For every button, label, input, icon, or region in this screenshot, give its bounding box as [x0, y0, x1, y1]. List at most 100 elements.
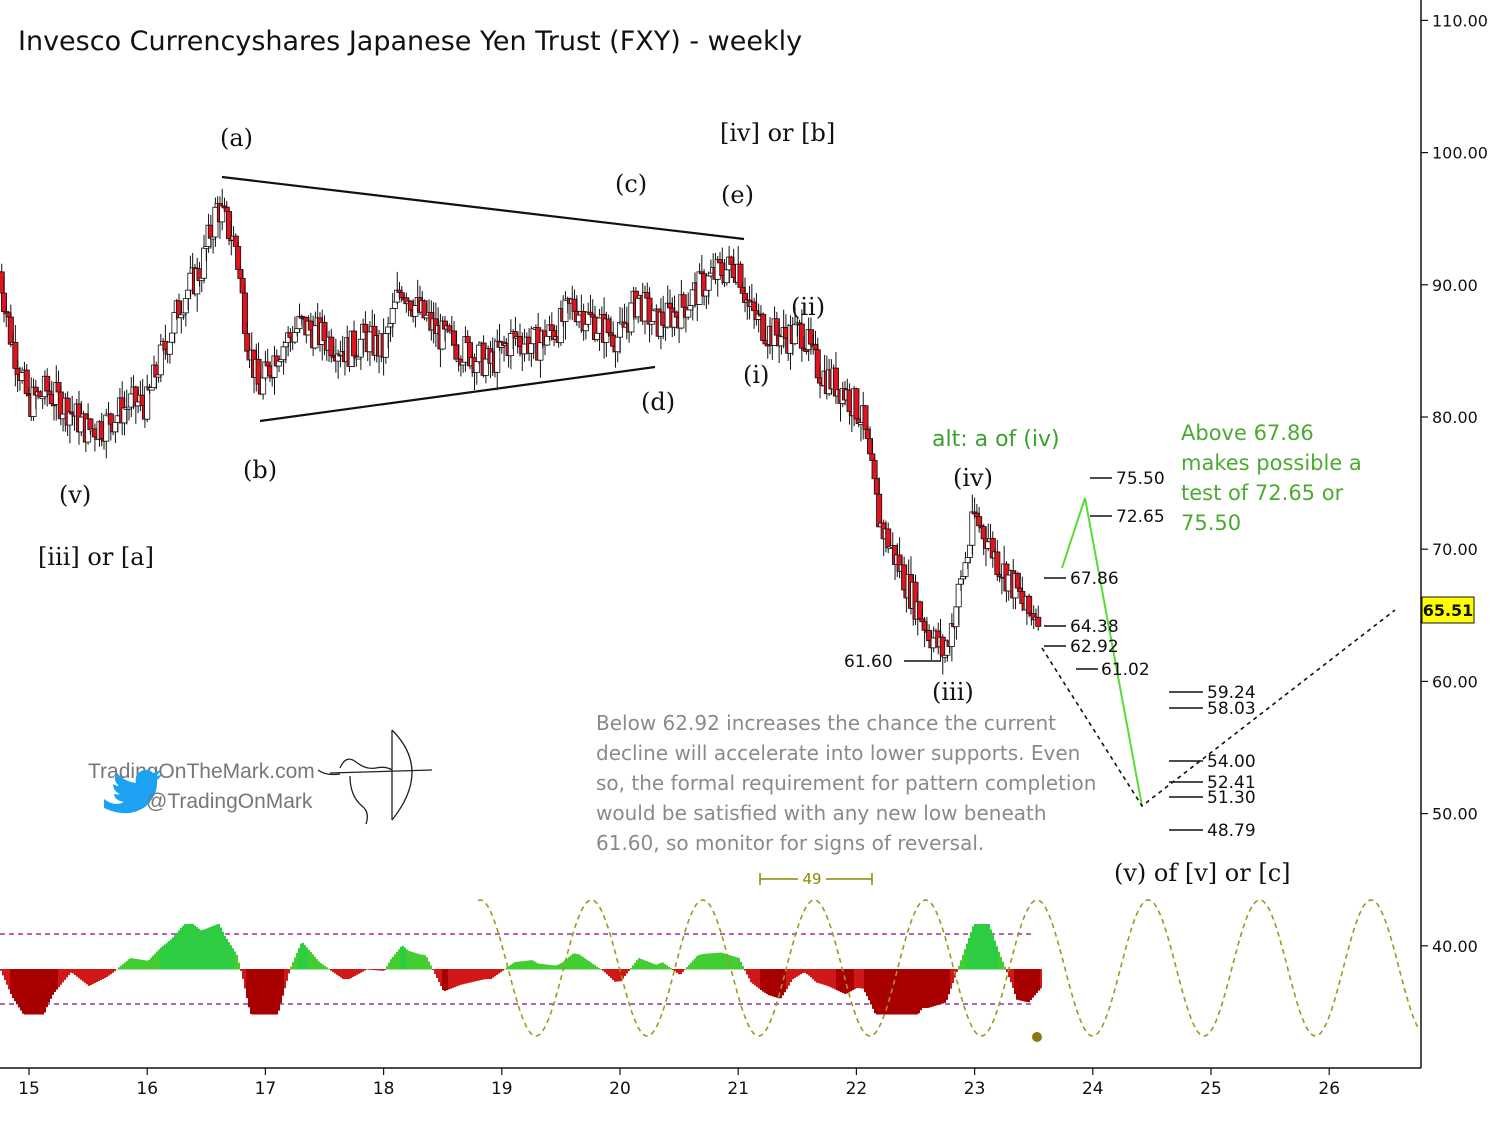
oscillator-bar: [484, 969, 486, 980]
oscillator-bar: [430, 965, 432, 970]
oscillator-bar: [400, 946, 402, 970]
oscillator-bar: [94, 969, 96, 984]
oscillator-bar: [552, 965, 554, 970]
oscillator-bar: [290, 966, 292, 970]
oscillator-bar: [42, 969, 44, 1015]
oscillator-bar: [146, 960, 148, 970]
oscillator-bar: [666, 965, 668, 970]
price-candles: [0, 188, 1042, 675]
oscillator-bar: [738, 957, 740, 970]
oscillator-bar: [362, 969, 364, 972]
oscillator-bar: [846, 969, 848, 994]
oscillator-bar: [24, 969, 26, 1015]
oscillator-bar: [994, 940, 996, 970]
oscillator-bar: [184, 924, 186, 970]
level-51-30: 51.30: [1207, 788, 1256, 808]
oscillator-bar: [1004, 966, 1006, 970]
oscillator-bar: [178, 930, 180, 970]
oscillator-bar: [960, 960, 962, 970]
oscillator-bar: [548, 964, 550, 970]
oscillator-bar: [796, 969, 798, 977]
oscillator-bar: [1030, 969, 1032, 1000]
oscillator-bar: [450, 969, 452, 989]
oscillator-bar: [70, 969, 72, 973]
oscillator-bar: [852, 969, 854, 991]
oscillator-bar: [60, 969, 62, 985]
grey-note-line-2: decline will accelerate into lower suppo…: [596, 741, 1080, 765]
oscillator-bar: [342, 969, 344, 979]
oscillator-bar: [226, 939, 228, 970]
oscillator-bar: [856, 969, 858, 989]
oscillator-bar: [586, 959, 588, 970]
oscillator-bar: [296, 952, 298, 970]
oscillator-bar: [618, 969, 620, 982]
y-tick-label: 90.00: [1432, 276, 1478, 295]
oscillator-bar: [8, 969, 10, 990]
wave-label-e: (e): [721, 181, 754, 209]
oscillator-bar: [986, 924, 988, 970]
oscillator-bar: [582, 956, 584, 970]
oscillator-bar: [96, 969, 98, 983]
oscillator-bar: [734, 956, 736, 970]
oscillator-bar: [844, 969, 846, 994]
oscillator-bar: [200, 930, 202, 970]
oscillator-bar: [746, 969, 748, 975]
oscillator-bar: [578, 954, 580, 970]
oscillator-bar: [896, 969, 898, 1015]
oscillator-bar: [862, 969, 864, 989]
oscillator-bar: [494, 969, 496, 977]
oscillator-bar: [550, 964, 552, 970]
oscillator-histogram: [0, 924, 1042, 1015]
oscillator-bar: [646, 961, 648, 970]
oscillator-bar: [496, 969, 498, 975]
oscillator-bar: [614, 969, 616, 982]
oscillator-bar: [616, 969, 618, 982]
oscillator-bar: [92, 969, 94, 985]
oscillator-bar: [636, 960, 638, 970]
oscillator-bar: [498, 969, 500, 974]
oscillator-bar: [1028, 969, 1030, 1003]
oscillator-bar: [580, 955, 582, 970]
wave-label-final: (v) of [v] or [c]: [1114, 859, 1291, 887]
oscillator-bar: [396, 951, 398, 970]
oscillator-bar: [422, 954, 424, 970]
oscillator-bar: [808, 969, 810, 976]
oscillator-bar: [558, 964, 560, 970]
oscillator-bar: [898, 969, 900, 1015]
oscillator-bar: [240, 969, 242, 971]
oscillator-bar: [168, 941, 170, 970]
oscillator-bar: [464, 969, 466, 984]
oscillator-bar: [572, 953, 574, 970]
oscillator-bar: [242, 969, 244, 979]
oscillator-bar: [476, 969, 478, 982]
oscillator-bar: [942, 969, 944, 1004]
oscillator-bar: [810, 969, 812, 978]
oscillator-bar: [596, 966, 598, 970]
oscillator-bar: [634, 962, 636, 970]
oscillator-bar: [918, 969, 920, 1014]
oscillator-bar: [602, 969, 604, 971]
oscillator-bar: [370, 969, 372, 970]
oscillator-bar: [754, 969, 756, 986]
oscillator-bar: [686, 967, 688, 970]
candle-up: [389, 308, 396, 324]
level-72-65: 72.65: [1116, 507, 1165, 527]
oscillator-bar: [108, 969, 110, 976]
oscillator-bar: [262, 969, 264, 1015]
oscillator-bar: [222, 931, 224, 970]
oscillator-bar: [912, 969, 914, 1015]
oscillator-bar: [874, 969, 876, 1014]
oscillator-bar: [156, 951, 158, 970]
oscillator-bar: [404, 947, 406, 970]
oscillator-bar: [876, 969, 878, 1015]
wave-label-i: (i): [743, 361, 769, 389]
main-projection-path: [1041, 609, 1396, 808]
twitter-bird-icon: [104, 769, 162, 814]
y-tick-label: 60.00: [1432, 672, 1478, 691]
oscillator-bar: [710, 953, 712, 970]
oscillator-bar: [268, 969, 270, 1015]
oscillator-bar: [600, 969, 602, 970]
oscillator-bar: [234, 951, 236, 970]
oscillator-bar: [756, 969, 758, 987]
oscillator-bar: [298, 948, 300, 970]
